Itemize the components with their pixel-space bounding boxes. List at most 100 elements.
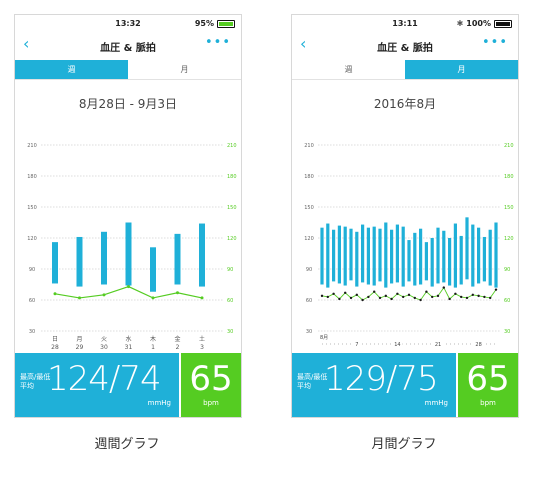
bp-bar — [361, 224, 365, 283]
month-caption: 月間グラフ — [371, 437, 437, 452]
battery-icon — [217, 19, 235, 28]
week-caption: 週間グラフ — [94, 437, 160, 452]
summary-panel: 最高/最低 平均 129/75 mmHg 65 bpm — [292, 353, 518, 417]
bp-bar — [488, 229, 492, 286]
y-axis-tick-left: 90 — [29, 267, 35, 273]
x-axis-day: 月 — [76, 336, 82, 343]
y-axis-tick-left: 210 — [27, 143, 37, 149]
y-axis-tick-right: 120 — [227, 236, 237, 242]
bp-bar — [390, 229, 394, 284]
period-tabs: 週 月 — [15, 60, 241, 80]
pulse-point — [448, 297, 451, 301]
status-bar: 13:32 95% — [15, 15, 241, 31]
bp-bar — [343, 226, 347, 286]
y-axis-tick-left: 60 — [306, 298, 312, 304]
pulse-point — [332, 292, 335, 295]
back-button[interactable]: ‹ — [300, 34, 307, 53]
page-title: 血圧 & 脈拍 — [100, 43, 156, 54]
status-time: 13:32 — [115, 19, 141, 28]
x-axis-day: 火 — [101, 336, 107, 343]
y-axis-tick-left: 30 — [29, 329, 35, 335]
back-button[interactable]: ‹ — [23, 34, 30, 53]
bp-bar — [471, 224, 475, 287]
y-axis-tick-right: 210 — [227, 143, 237, 149]
x-axis-day: 金 — [174, 335, 180, 343]
pulse-point — [151, 296, 155, 300]
nav-bar: ‹ 血圧 & 脈拍 ••• — [292, 31, 518, 59]
more-button[interactable]: ••• — [204, 35, 231, 50]
pulse-point — [320, 294, 324, 298]
pulse-point — [326, 295, 329, 299]
bp-bar — [465, 217, 469, 280]
y-axis-tick-left: 180 — [27, 174, 37, 180]
heart-rate-summary: 65 bpm — [181, 353, 241, 417]
y-axis-tick-left: 120 — [27, 236, 37, 242]
summary-label-average: 平均 — [297, 382, 311, 390]
y-axis-tick-right: 150 — [504, 205, 514, 211]
x-axis-date: 29 — [76, 344, 84, 351]
pulse-point — [338, 297, 341, 301]
tab-month[interactable]: 月 — [405, 60, 518, 79]
x-axis-day-mark: 7 — [355, 342, 358, 348]
month-screen: 13:11 ✱ 100% ‹ 血圧 & 脈拍 ••• 週 月 2016年8月 3… — [291, 14, 519, 418]
period-label: 8月28日 - 9月3日 — [78, 97, 178, 111]
bp-bar — [453, 223, 457, 288]
heart-rate-unit: bpm — [203, 399, 219, 407]
period-label: 2016年8月 — [373, 97, 437, 111]
y-axis-tick-left: 150 — [27, 205, 37, 211]
x-axis-date: 28 — [51, 344, 59, 351]
pulse-point — [378, 296, 382, 300]
pulse-point — [402, 295, 405, 299]
period-tabs: 週 月 — [292, 60, 518, 80]
bp-bar — [378, 228, 382, 282]
bp-bar — [101, 231, 107, 285]
pulse-point — [419, 298, 422, 302]
y-axis-tick-right: 120 — [504, 236, 514, 242]
pulse-point — [465, 296, 469, 300]
heart-rate-value: 65 — [466, 359, 510, 399]
tab-month[interactable]: 月 — [128, 60, 241, 79]
pulse-point — [200, 296, 204, 300]
pulse-line — [54, 285, 203, 299]
x-axis-date: 1 — [151, 344, 155, 351]
pulse-point — [396, 292, 399, 295]
more-button[interactable]: ••• — [481, 35, 508, 50]
y-axis-tick-right: 90 — [504, 267, 510, 273]
pulse-point — [53, 292, 57, 296]
tab-week[interactable]: 週 — [15, 60, 128, 79]
pulse-point — [102, 293, 106, 297]
bp-bar — [320, 227, 324, 285]
pulse-point — [436, 294, 440, 298]
x-axis-mark-bg — [351, 340, 362, 347]
tab-week[interactable]: 週 — [292, 60, 405, 79]
battery-percent: 100% — [466, 19, 491, 28]
bp-bar — [482, 236, 486, 282]
x-axis-mark-bg — [433, 340, 443, 347]
bp-bar — [448, 238, 452, 286]
bp-bar — [366, 227, 370, 285]
summary-label: 最高/最低 — [297, 373, 328, 381]
bp-bar — [442, 230, 446, 283]
y-axis-tick-right: 180 — [504, 174, 514, 180]
y-axis-tick-right: 60 — [227, 298, 233, 304]
bp-bar — [150, 247, 156, 292]
week-screen: 13:32 95% ‹ 血圧 & 脈拍 ••• 週 月 8月28日 - 9月3日… — [14, 14, 242, 418]
x-axis-mark-bg — [473, 340, 484, 347]
pulse-point — [460, 295, 463, 299]
bp-bar — [174, 233, 181, 285]
bp-bar — [395, 224, 399, 283]
bp-bar — [401, 226, 405, 287]
pulse-point — [431, 295, 434, 299]
y-axis-tick-right: 150 — [227, 205, 237, 211]
x-axis-month: 8月 — [320, 335, 328, 341]
x-axis-mark-bg — [392, 340, 403, 347]
battery-icon — [494, 19, 512, 28]
bp-bar — [407, 240, 411, 282]
heart-rate-summary: 65 bpm — [458, 353, 518, 417]
y-axis-tick-right: 30 — [504, 329, 510, 335]
x-axis-date: 30 — [100, 344, 108, 351]
bp-bar — [430, 238, 434, 287]
y-axis-tick-right: 30 — [227, 329, 233, 335]
x-axis-day: 水 — [125, 335, 131, 343]
bp-bar — [125, 222, 132, 286]
